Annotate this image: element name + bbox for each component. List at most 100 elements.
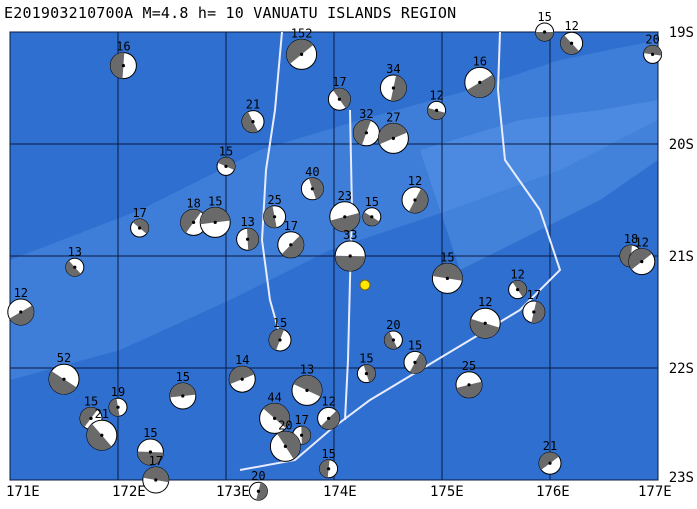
depth-label: 15 — [176, 370, 190, 384]
compression-quadrant — [390, 75, 407, 102]
compression-quadrant — [180, 209, 202, 233]
beachball: 25 — [455, 359, 483, 399]
compression-quadrant — [65, 260, 81, 277]
depth-label: 12 — [429, 88, 443, 102]
beachball: 12 — [317, 394, 341, 430]
beachball: 18 — [180, 196, 208, 236]
beachball: 15 — [362, 195, 382, 227]
beachball: 13 — [65, 245, 85, 277]
plate-boundary-north — [260, 31, 285, 351]
depth-label: 15 — [219, 144, 233, 158]
compression-quadrant — [456, 381, 482, 398]
beachball: 15 — [431, 250, 463, 294]
lon-label: 172E — [112, 484, 146, 500]
compression-quadrant — [132, 218, 149, 234]
depth-label: 12 — [14, 286, 28, 300]
depth-label: 12 — [408, 174, 422, 188]
beachball: 25 — [263, 193, 287, 229]
depth-label: 18 — [186, 196, 200, 210]
depth-label: 16 — [473, 54, 487, 68]
lat-label: 21S — [668, 249, 694, 265]
bathymetry-trench — [420, 100, 658, 270]
compression-quadrant — [110, 52, 125, 79]
depth-label: 17 — [149, 454, 163, 468]
beachball: 34 — [379, 62, 407, 102]
lon-label: 171E — [6, 484, 40, 500]
depth-label: 15 — [537, 10, 551, 24]
depth-label: 20 — [278, 418, 292, 432]
beachball: 15 — [199, 194, 231, 238]
beachball: 17 — [130, 206, 150, 238]
compression-quadrant — [137, 451, 164, 466]
lat-label: 19S — [668, 25, 694, 41]
depth-label: 25 — [462, 359, 476, 373]
compression-quadrant — [142, 467, 169, 483]
lon-label: 175E — [430, 484, 464, 500]
beachball: 52 — [48, 351, 80, 395]
compression-quadrant — [560, 35, 580, 55]
depth-label: 15 — [408, 338, 422, 352]
compression-quadrant — [384, 331, 398, 349]
beachball: 13 — [291, 362, 323, 406]
compression-quadrant — [263, 403, 290, 429]
compression-quadrant — [108, 398, 120, 417]
beachball: 152 — [286, 26, 318, 70]
depth-label: 14 — [235, 353, 249, 367]
beachball: 12 — [401, 174, 429, 214]
compression-quadrant — [277, 431, 301, 459]
beachball: 17 — [142, 454, 170, 494]
depth-label: 21 — [543, 439, 557, 453]
beachball: 20 — [248, 469, 268, 501]
compression-quadrant — [48, 371, 77, 395]
depth-label: 52 — [57, 351, 71, 365]
compression-quadrant — [242, 111, 258, 133]
depth-label: 15 — [321, 447, 335, 461]
compression-quadrant — [86, 423, 112, 451]
compression-quadrant — [432, 263, 463, 281]
compression-quadrant — [169, 383, 196, 398]
depth-label: 23 — [338, 189, 352, 203]
compression-quadrant — [466, 74, 495, 98]
compression-quadrant — [263, 206, 277, 228]
depth-label: 13 — [240, 215, 254, 229]
depth-label: 15 — [84, 394, 98, 408]
beachball: 15 — [136, 426, 164, 466]
compression-quadrant — [319, 459, 330, 478]
depth-label: 21 — [95, 407, 109, 421]
beachball: 16 — [109, 40, 137, 80]
beachball: 13 — [236, 215, 260, 251]
beachball: 20 — [643, 32, 663, 64]
compression-quadrant — [628, 248, 653, 270]
compression-quadrant — [378, 123, 408, 145]
beachball: 12 — [469, 295, 501, 339]
compression-quadrant — [229, 366, 255, 385]
depth-label: 15 — [143, 426, 157, 440]
beachball: 12 — [560, 19, 584, 55]
beachball: 12 — [427, 88, 447, 120]
beachball: 16 — [464, 54, 496, 98]
lon-label: 173E — [216, 484, 250, 500]
beachball: 15 — [169, 370, 197, 410]
compression-quadrant — [427, 107, 446, 120]
beachball: 21 — [538, 439, 562, 475]
depth-label: 20 — [251, 469, 265, 483]
beachball: 15 — [356, 352, 376, 384]
lat-label: 20S — [668, 137, 694, 153]
depth-label: 40 — [305, 165, 319, 179]
depth-label: 16 — [116, 40, 130, 54]
depth-label: 21 — [246, 98, 260, 112]
event-title: E201903210700A M=4.8 h= 10 VANUATU ISLAN… — [4, 4, 457, 22]
depth-label: 12 — [478, 295, 492, 309]
beachball: 14 — [228, 353, 256, 393]
lon-label: 176E — [536, 484, 570, 500]
compression-quadrant — [335, 255, 366, 271]
compression-quadrant — [643, 45, 662, 56]
beachball: 23 — [329, 189, 361, 233]
compression-quadrant — [9, 305, 34, 325]
beachball: 15 — [216, 144, 236, 176]
compression-quadrant — [308, 177, 324, 200]
compression-quadrant — [333, 88, 351, 109]
compression-quadrant — [363, 364, 376, 383]
